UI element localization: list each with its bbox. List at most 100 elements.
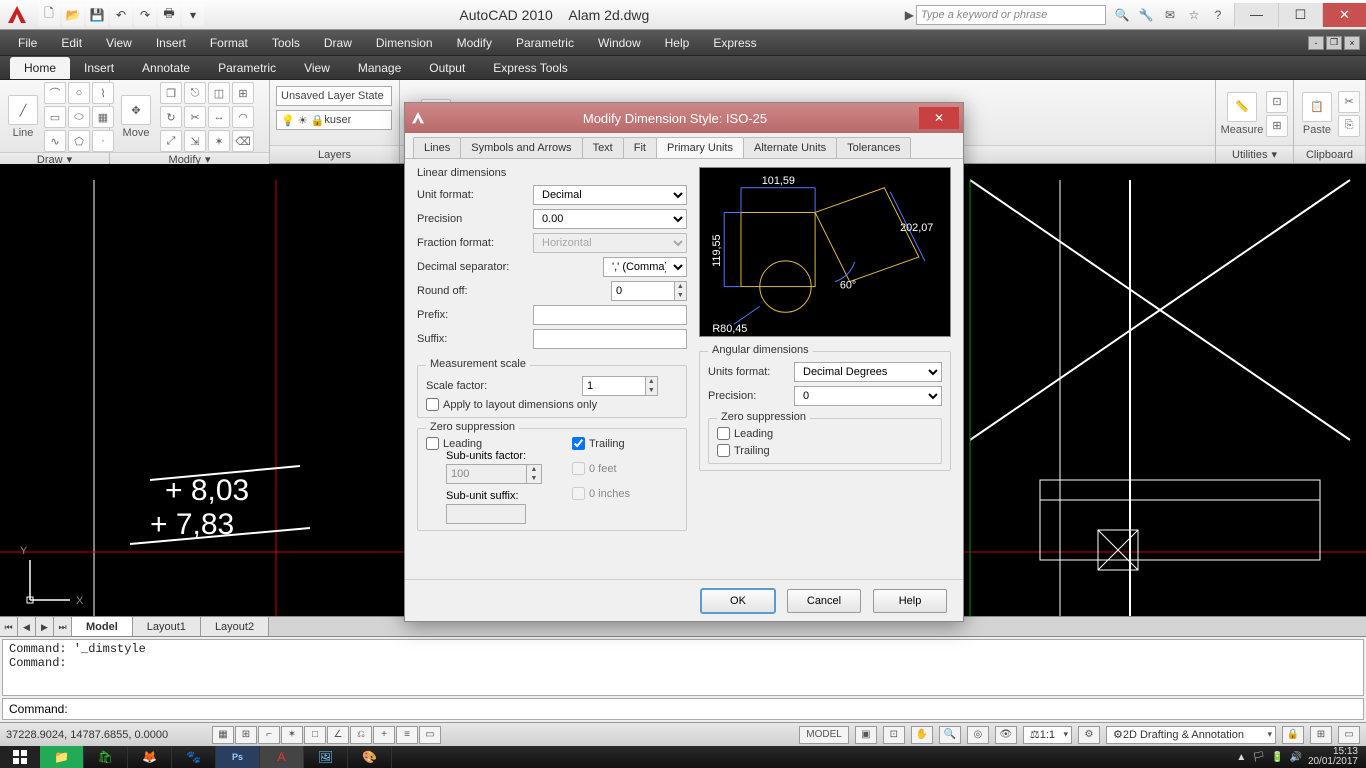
help-icon[interactable]: ? — [1208, 5, 1228, 25]
undo-icon[interactable]: ↶ — [110, 4, 132, 26]
save-icon[interactable]: 💾 — [86, 4, 108, 26]
open-icon[interactable]: 📂 — [62, 4, 84, 26]
taskbar-photos-icon[interactable]: 🖼 — [304, 746, 348, 768]
spline-icon[interactable]: ∿ — [44, 130, 66, 152]
util-2-icon[interactable]: ⊞ — [1266, 115, 1288, 137]
taskbar-app1-icon[interactable]: 🐾 — [172, 746, 216, 768]
command-line-input[interactable]: Command: — [2, 698, 1364, 720]
ribbon-tab-home[interactable]: Home — [10, 57, 70, 79]
copy-clip-icon[interactable]: ⎘ — [1338, 115, 1360, 137]
leading-checkbox[interactable] — [426, 437, 439, 450]
grid-toggle[interactable]: ⊞ — [235, 726, 257, 744]
decimal-separator-select[interactable]: ',' (Comma) — [603, 257, 687, 277]
taskbar-explorer-icon[interactable]: 📁 — [40, 746, 84, 768]
tab-layout2[interactable]: Layout2 — [201, 617, 269, 637]
dlg-tab-tolerances[interactable]: Tolerances — [836, 137, 911, 158]
arc-icon[interactable]: ⌒ — [44, 82, 66, 104]
stretch-icon[interactable]: ⇲ — [184, 130, 206, 152]
move-button[interactable]: ✥Move — [116, 93, 156, 141]
precision-select[interactable]: 0.00 — [533, 209, 687, 229]
dlg-tab-text[interactable]: Text — [582, 137, 624, 158]
cut-icon[interactable]: ✂ — [1338, 91, 1360, 113]
roundoff-up-icon[interactable]: ▲ — [675, 282, 686, 291]
copy-icon[interactable]: ❐ — [160, 82, 182, 104]
rectangle-icon[interactable]: ▭ — [44, 106, 66, 128]
panel-utilities-title[interactable]: Utilities ▾ — [1216, 145, 1293, 163]
binoculars-icon[interactable]: 🔍 — [1112, 5, 1132, 25]
layer-state-combo[interactable]: Unsaved Layer State — [276, 86, 392, 106]
sb-annovis-icon[interactable]: ⚙ — [1078, 726, 1100, 744]
mirror-icon[interactable]: ⎋ — [184, 82, 206, 104]
unit-format-select[interactable]: Decimal — [533, 185, 687, 205]
scale-factor-input[interactable] — [582, 376, 645, 396]
measure-button[interactable]: 📏Measure — [1222, 90, 1262, 138]
otrack-toggle[interactable]: ∠ — [327, 726, 349, 744]
prefix-input[interactable] — [533, 305, 687, 325]
angular-precision-select[interactable]: 0 — [794, 386, 942, 406]
scale-down-icon[interactable]: ▼ — [646, 386, 657, 395]
maximize-button[interactable]: ☐ — [1278, 3, 1322, 27]
close-button[interactable]: ✕ — [1322, 3, 1366, 27]
dialog-title-bar[interactable]: Modify Dimension Style: ISO-25 ✕ — [405, 103, 963, 133]
tab-prev-icon[interactable]: ◀ — [18, 617, 36, 637]
ok-button[interactable]: OK — [701, 589, 775, 613]
panel-layers-title[interactable]: Layers — [270, 145, 399, 163]
osnap-toggle[interactable]: □ — [304, 726, 326, 744]
doc-minimize-button[interactable]: - — [1308, 36, 1324, 50]
menu-modify[interactable]: Modify — [445, 30, 504, 56]
tab-next-icon[interactable]: ▶ — [36, 617, 54, 637]
subscription-icon[interactable]: 🔧 — [1136, 5, 1156, 25]
snap-toggle[interactable]: ▦ — [212, 726, 234, 744]
ribbon-tab-express-tools[interactable]: Express Tools — [479, 57, 581, 79]
ribbon-tab-insert[interactable]: Insert — [70, 57, 128, 79]
rotate-icon[interactable]: ↻ — [160, 106, 182, 128]
ortho-toggle[interactable]: ⌐ — [258, 726, 280, 744]
dlg-tab-alternate-units[interactable]: Alternate Units — [743, 137, 837, 158]
annotation-scale-combo[interactable]: ⚖ 1:1 — [1023, 726, 1072, 744]
menu-file[interactable]: File — [6, 30, 49, 56]
circle-icon[interactable]: ○ — [68, 82, 90, 104]
angular-trailing-checkbox[interactable] — [717, 444, 730, 457]
scale-icon[interactable]: ⤢ — [160, 130, 182, 152]
taskbar-firefox-icon[interactable]: 🦊 — [128, 746, 172, 768]
layer-current-combo[interactable]: 💡 ☀ 🔒 kuser — [276, 110, 392, 130]
extend-icon[interactable]: ↔ — [208, 106, 230, 128]
trailing-checkbox[interactable] — [572, 437, 585, 450]
dlg-tab-fit[interactable]: Fit — [623, 137, 657, 158]
trim-icon[interactable]: ✂ — [184, 106, 206, 128]
menu-format[interactable]: Format — [198, 30, 260, 56]
redo-icon[interactable]: ↷ — [134, 4, 156, 26]
ribbon-tab-manage[interactable]: Manage — [344, 57, 415, 79]
tray-clock[interactable]: 15:13 20/01/2017 — [1308, 747, 1358, 767]
print-icon[interactable]: 🖶 — [158, 4, 180, 26]
tray-battery-icon[interactable]: 🔋 — [1271, 752, 1283, 763]
ducs-toggle[interactable]: ⎌ — [350, 726, 372, 744]
dlg-tab-primary-units[interactable]: Primary Units — [656, 137, 744, 158]
taskbar-autocad-icon[interactable]: A — [260, 746, 304, 768]
sb-pan-icon[interactable]: ✋ — [911, 726, 933, 744]
line-button[interactable]: ╱Line — [6, 93, 40, 141]
roundoff-input[interactable] — [611, 281, 674, 301]
lwt-toggle[interactable]: ≡ — [396, 726, 418, 744]
sb-wheel-icon[interactable]: ◎ — [967, 726, 989, 744]
angular-leading-checkbox[interactable] — [717, 427, 730, 440]
model-space-toggle[interactable]: MODEL — [799, 726, 849, 744]
scale-up-icon[interactable]: ▲ — [646, 377, 657, 386]
sb-quickview-icon[interactable]: ⊡ — [883, 726, 905, 744]
menu-insert[interactable]: Insert — [144, 30, 198, 56]
dlg-tab-lines[interactable]: Lines — [413, 137, 461, 158]
qat-dropdown-icon[interactable]: ▾ — [182, 4, 204, 26]
tab-layout1[interactable]: Layout1 — [133, 617, 201, 637]
taskbar-store-icon[interactable]: 🛍 — [84, 746, 128, 768]
ellipse-icon[interactable]: ⬭ — [68, 106, 90, 128]
help-button[interactable]: Help — [873, 589, 947, 613]
util-1-icon[interactable]: ⊡ — [1266, 91, 1288, 113]
polygon-icon[interactable]: ⬠ — [68, 130, 90, 152]
sb-layout-icon[interactable]: ▣ — [855, 726, 877, 744]
roundoff-down-icon[interactable]: ▼ — [675, 291, 686, 300]
cancel-button[interactable]: Cancel — [787, 589, 861, 613]
menu-parametric[interactable]: Parametric — [504, 30, 586, 56]
command-history[interactable]: Command: '_dimstyle Command: — [2, 639, 1364, 696]
start-button[interactable] — [0, 746, 40, 768]
tray-up-icon[interactable]: ▲ — [1236, 752, 1246, 763]
